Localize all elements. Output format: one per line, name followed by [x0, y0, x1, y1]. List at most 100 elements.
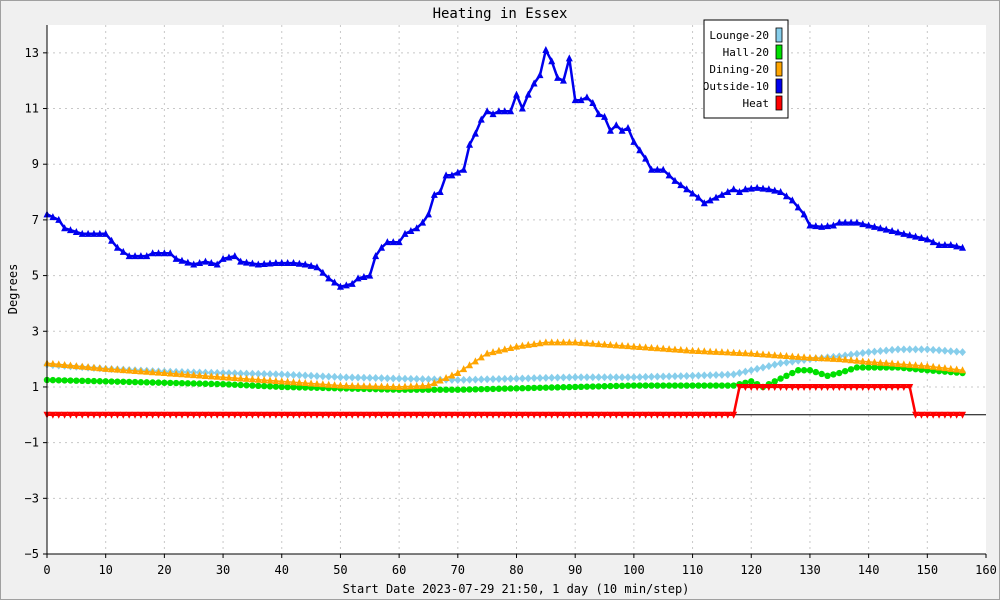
data-point	[894, 359, 902, 367]
data-point	[184, 411, 192, 419]
data-point	[876, 383, 884, 391]
data-point	[701, 382, 708, 389]
data-point	[724, 188, 732, 196]
data-point	[201, 257, 209, 265]
data-point	[430, 411, 438, 419]
data-point	[636, 373, 644, 382]
data-point	[647, 411, 655, 419]
data-point	[231, 252, 239, 260]
legend-swatch	[775, 78, 783, 94]
data-point	[583, 411, 591, 419]
data-point	[583, 339, 591, 347]
data-point	[647, 372, 655, 381]
data-point	[466, 140, 474, 148]
data-point	[689, 371, 697, 380]
data-point	[536, 384, 544, 391]
data-point	[788, 383, 796, 391]
data-point	[372, 374, 380, 383]
data-point	[424, 210, 432, 218]
data-point	[61, 411, 69, 419]
data-point	[853, 218, 861, 226]
data-point	[66, 411, 74, 419]
data-point	[495, 375, 503, 384]
data-point	[782, 383, 790, 391]
data-point	[460, 386, 467, 393]
data-point	[818, 222, 826, 230]
data-point	[865, 383, 873, 391]
data-point	[542, 338, 550, 346]
data-point	[113, 365, 121, 373]
data-point	[595, 373, 603, 382]
data-point	[113, 243, 121, 251]
data-point	[595, 411, 603, 419]
data-point	[677, 181, 685, 189]
data-point	[348, 381, 356, 389]
data-point	[360, 411, 368, 419]
data-point	[325, 380, 333, 388]
data-point	[935, 346, 943, 355]
data-point	[419, 375, 427, 384]
data-point	[947, 411, 955, 419]
data-point	[747, 383, 755, 391]
data-point	[800, 383, 808, 391]
data-point	[313, 263, 321, 271]
data-point	[636, 382, 643, 389]
data-point	[237, 257, 245, 265]
data-point	[923, 345, 931, 354]
legend-swatch	[775, 95, 783, 111]
data-point	[624, 373, 632, 382]
data-point	[237, 374, 245, 382]
data-point	[155, 379, 162, 386]
data-point	[718, 370, 726, 379]
data-point	[788, 357, 796, 366]
data-point	[612, 411, 620, 419]
data-point	[554, 384, 561, 391]
data-point	[196, 371, 204, 379]
data-point	[536, 71, 544, 79]
data-point	[659, 411, 667, 419]
data-point	[378, 411, 386, 419]
data-point	[55, 360, 63, 368]
data-point	[155, 411, 163, 419]
data-point	[524, 90, 532, 98]
data-point	[554, 73, 562, 81]
data-point	[383, 238, 391, 246]
data-point	[266, 259, 274, 267]
data-point	[366, 373, 374, 382]
data-point	[190, 371, 198, 379]
data-point	[307, 411, 315, 419]
data-point	[137, 379, 145, 386]
data-point	[72, 227, 80, 235]
data-point	[777, 383, 785, 391]
data-point	[160, 411, 168, 419]
data-point	[618, 382, 626, 390]
data-point	[747, 184, 755, 192]
data-point	[653, 411, 661, 419]
data-point	[507, 107, 515, 115]
data-point	[149, 249, 157, 257]
data-point	[917, 361, 925, 369]
data-point	[84, 411, 92, 419]
data-point	[777, 188, 785, 196]
legend-swatch	[775, 61, 783, 77]
data-point	[301, 411, 309, 419]
data-point	[430, 379, 438, 387]
x-tick-label: 110	[682, 563, 704, 577]
data-point	[102, 229, 110, 237]
data-point	[160, 249, 168, 257]
data-point	[882, 383, 890, 391]
data-point	[424, 411, 432, 419]
data-point	[818, 383, 826, 391]
series-layer	[43, 46, 967, 419]
series-dining-20	[43, 338, 967, 390]
data-point	[483, 349, 491, 357]
data-point	[272, 259, 280, 267]
data-point	[342, 381, 350, 389]
data-point	[853, 356, 861, 364]
data-point	[771, 378, 778, 385]
data-point	[395, 411, 403, 419]
data-point	[524, 411, 532, 419]
x-tick-label: 150	[916, 563, 938, 577]
data-point	[530, 340, 538, 348]
data-point	[125, 366, 133, 374]
